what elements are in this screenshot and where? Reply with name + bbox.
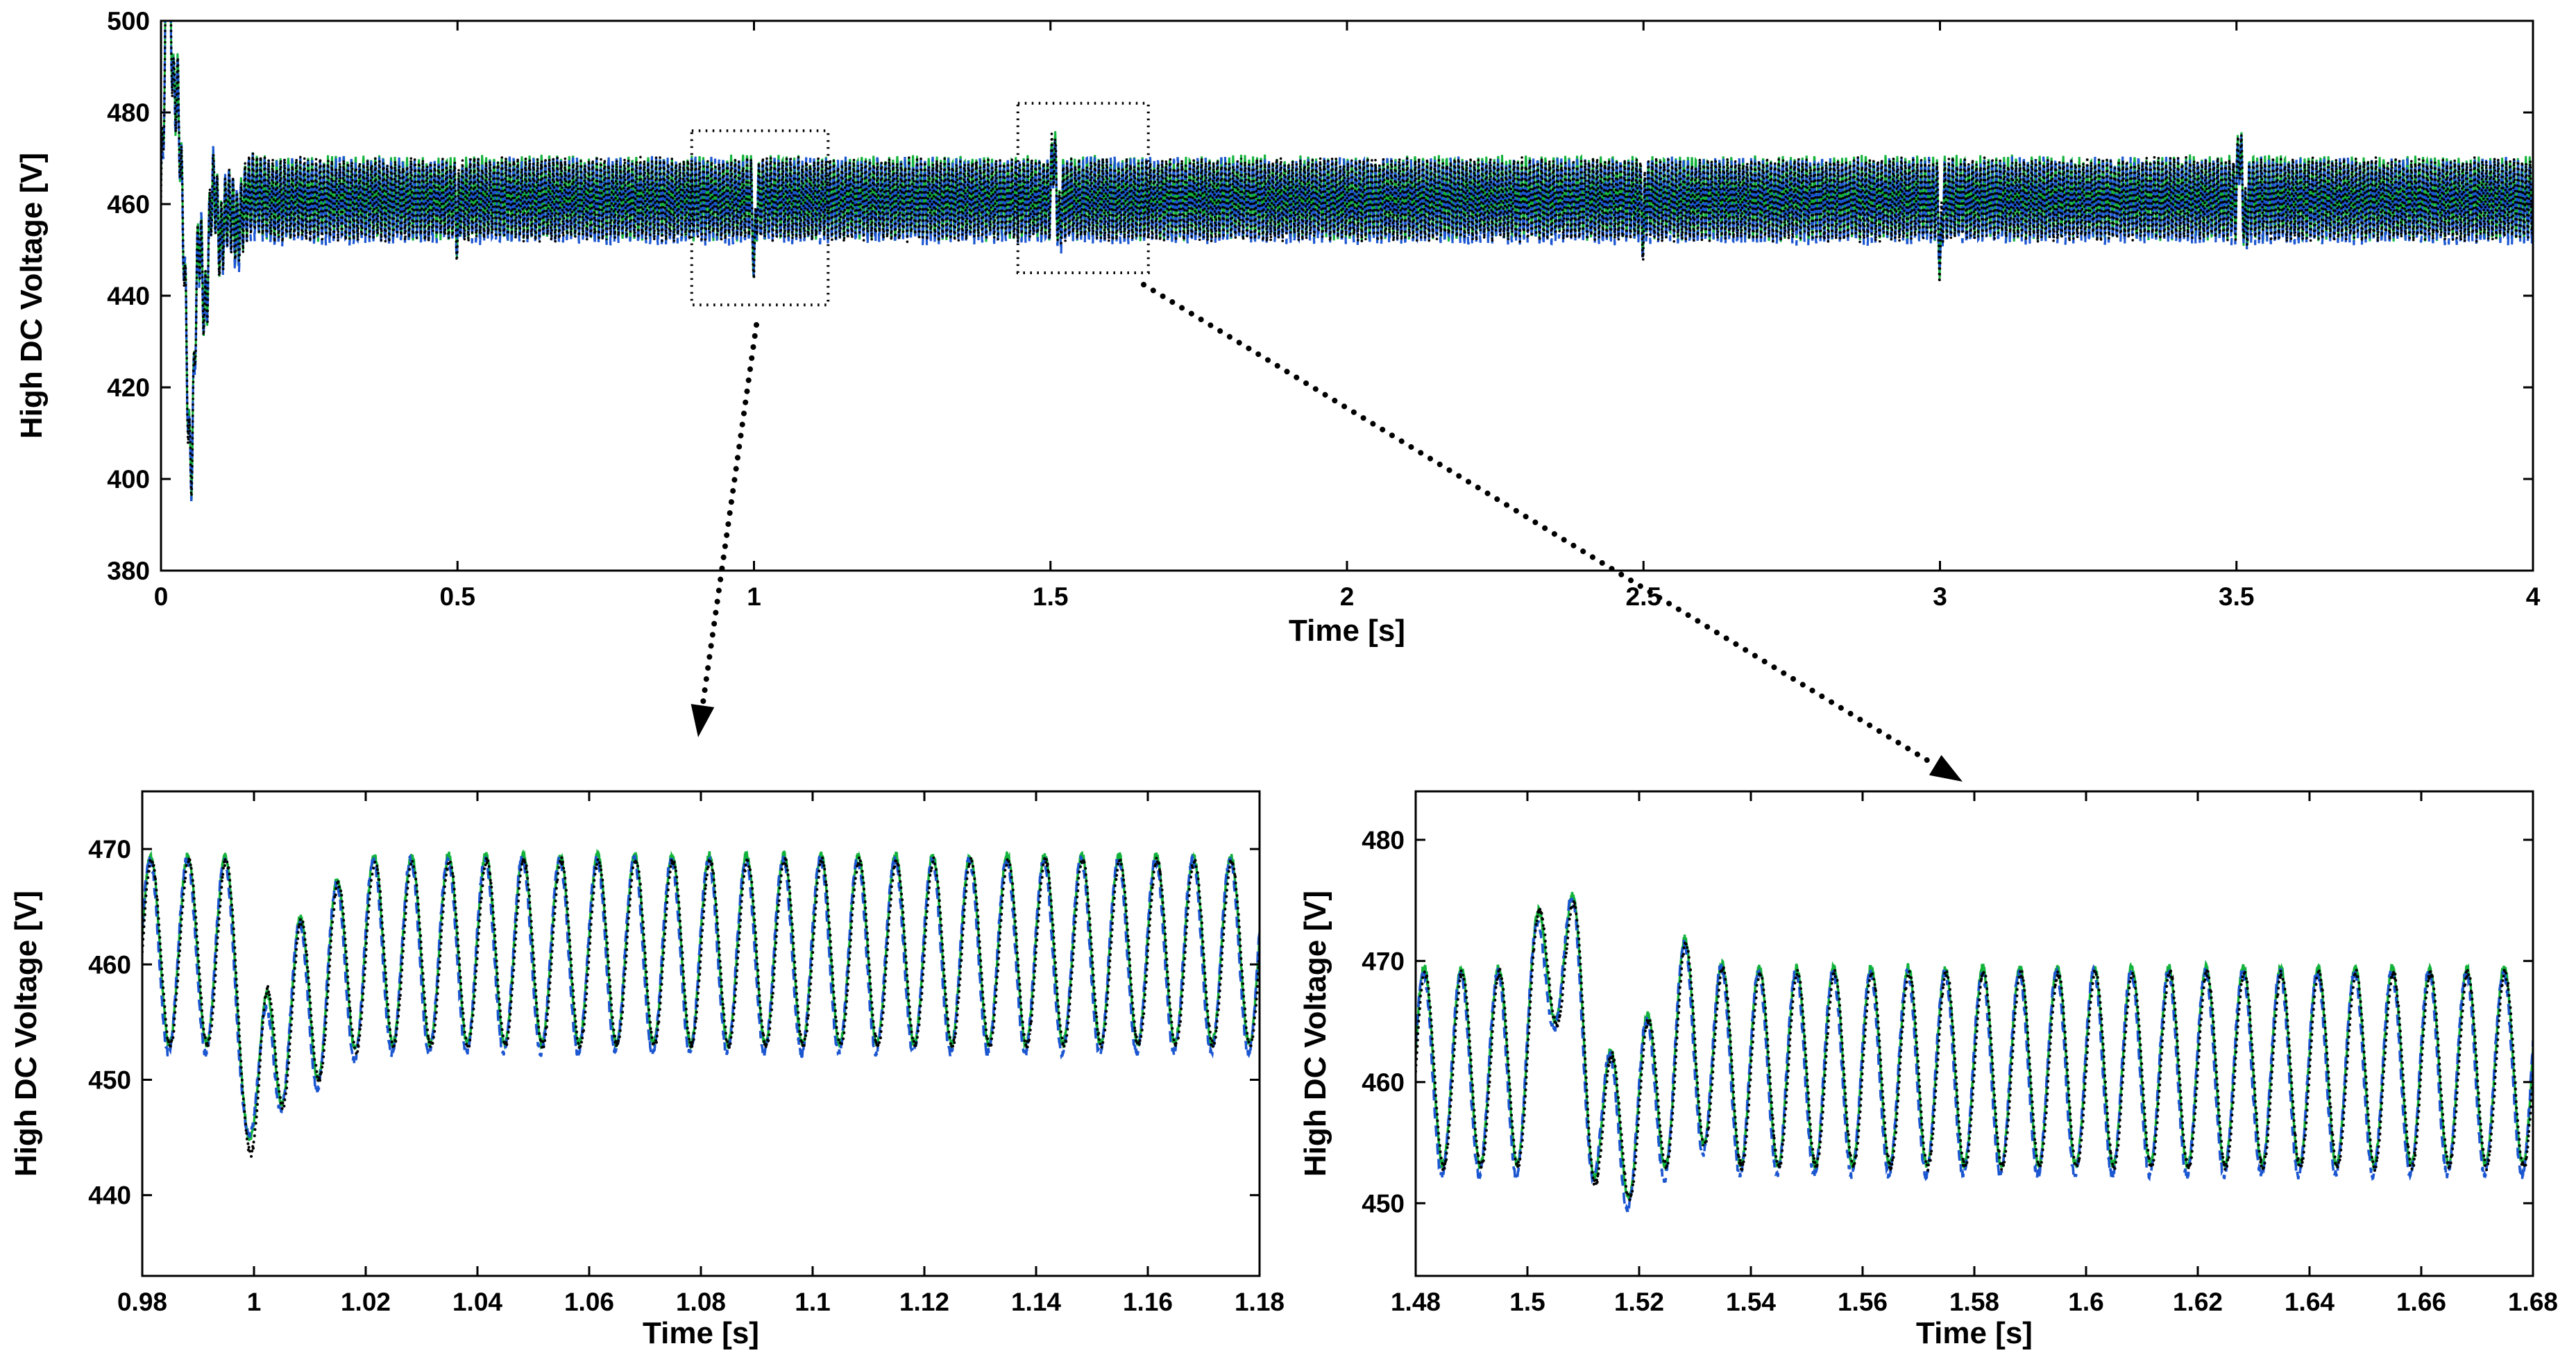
x-tick-label: 4 (2526, 582, 2541, 611)
x-tick-label: 2 (1340, 582, 1355, 611)
x-tick-label: 1.66 (2396, 1288, 2446, 1316)
x-tick-label: 1.5 (1509, 1288, 1545, 1316)
x-tick-label: 1.58 (1949, 1288, 1999, 1316)
zoom-right-axes: 1.48 1.5 1.52 1.54 1.56 1.58 1.6 1.62 1.64 1.66 1.… (1362, 790, 2558, 1316)
x-tick-label: 0.98 (117, 1288, 167, 1316)
x-tick-label: 1.54 (1726, 1288, 1776, 1316)
zoom-box-left (690, 129, 830, 307)
y-tick-label: 480 (107, 99, 150, 127)
zoom-right-x-axis-label: Time [s] (1916, 1316, 2033, 1350)
x-tick-label: 3.5 (2219, 582, 2254, 611)
zoom-left-plot: 0.98 1 1.02 1.04 1.06 1.08 1.1 1.12 1.14 1.16 1.18… (0, 687, 1288, 1371)
y-tick-label: 440 (88, 1181, 131, 1210)
y-tick-label: 480 (1362, 826, 1405, 855)
y-tick-label: 460 (1362, 1068, 1405, 1097)
zoom-left-y-axis-label: High DC Voltage [V] (9, 890, 43, 1177)
y-tick-label: 440 (107, 282, 150, 310)
y-tick-label: 400 (107, 465, 150, 494)
x-tick-label: 1.68 (2508, 1288, 2558, 1316)
x-tick-label: 2.5 (1626, 582, 1661, 611)
x-tick-label: 1 (247, 1288, 262, 1316)
x-tick-label: 1.1 (795, 1288, 830, 1316)
x-tick-label: 0.5 (440, 582, 475, 611)
plot-background (161, 21, 2533, 571)
x-tick-label: 1.02 (341, 1288, 391, 1316)
series-black-dotted (142, 852, 1260, 1159)
x-tick-label: 1.5 (1033, 582, 1068, 611)
y-tick-label: 420 (107, 373, 150, 402)
x-tick-label: 3 (1933, 582, 1947, 611)
x-tick-label: 1.62 (2173, 1288, 2223, 1316)
x-tick-label: 1.48 (1391, 1288, 1441, 1316)
x-tick-label: 1.18 (1235, 1288, 1285, 1316)
overview-axes: 0 0.5 1 1.5 2 2.5 3 3.5 4 380 400 420 440 460 480 500 (107, 7, 2541, 611)
x-tick-label: 1.04 (452, 1288, 502, 1316)
plot-background (142, 791, 1260, 1276)
y-tick-label: 460 (107, 190, 150, 219)
x-tick-label: 1.56 (1838, 1288, 1888, 1316)
y-tick-label: 450 (1362, 1189, 1405, 1218)
x-tick-label: 1.64 (2285, 1288, 2334, 1316)
zoom-right-y-axis-label: High DC Voltage [V] (1298, 890, 1332, 1177)
y-tick-label: 380 (107, 557, 150, 585)
y-tick-label: 460 (88, 950, 131, 979)
zoom-right-plot: 1.48 1.5 1.52 1.54 1.56 1.58 1.6 1.62 1.64 1.66 1.… (1288, 687, 2576, 1371)
overview-y-axis-label: High DC Voltage [V] (15, 152, 49, 439)
x-tick-label: 1.52 (1614, 1288, 1664, 1316)
overview-plot: 0 0.5 1 1.5 2 2.5 3 3.5 4 380 400 420 440 460 480 500 (107, 7, 2541, 611)
zoom-box-right (1016, 101, 1150, 274)
y-tick-label: 450 (88, 1066, 131, 1094)
series-blue-dashed (1416, 895, 2533, 1213)
series-blue-dashed (142, 853, 1260, 1138)
zoom-left-x-axis-label: Time [s] (643, 1316, 759, 1350)
x-tick-label: 1.12 (899, 1288, 949, 1316)
x-tick-label: 0 (154, 582, 169, 611)
x-tick-label: 1.16 (1123, 1288, 1173, 1316)
x-tick-label: 1.08 (676, 1288, 726, 1316)
x-tick-label: 1.06 (564, 1288, 614, 1316)
y-tick-label: 470 (88, 835, 131, 864)
x-tick-label: 1.14 (1011, 1288, 1061, 1316)
x-tick-label: 1.6 (2068, 1288, 2103, 1316)
x-tick-label: 1 (747, 582, 761, 611)
y-tick-label: 500 (107, 7, 150, 35)
y-tick-label: 470 (1362, 947, 1405, 975)
overview-x-axis-label: Time [s] (1289, 614, 1405, 648)
zoom-left-axes: 0.98 1 1.02 1.04 1.06 1.08 1.1 1.12 1.14 1.16 1.18… (88, 790, 1285, 1316)
